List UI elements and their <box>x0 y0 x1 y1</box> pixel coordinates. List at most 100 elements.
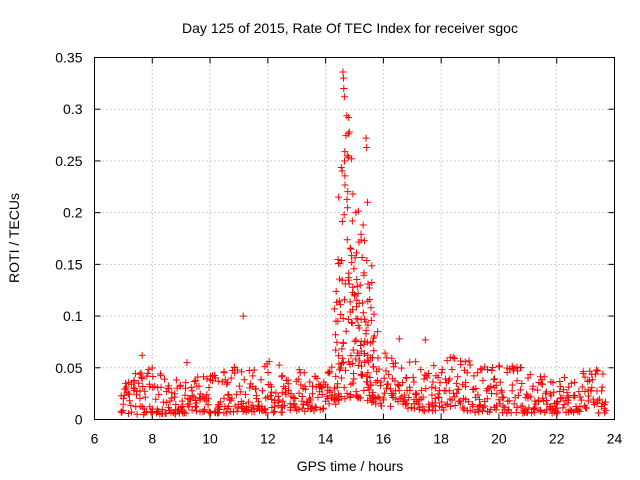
data-point <box>128 408 136 416</box>
data-point <box>334 317 342 325</box>
data-point <box>550 388 558 396</box>
data-point <box>347 252 355 260</box>
data-point <box>556 387 564 395</box>
data-point <box>349 190 357 198</box>
data-point <box>363 338 371 346</box>
data-point <box>399 379 407 387</box>
data-point <box>278 373 286 381</box>
data-point <box>368 398 376 406</box>
data-point <box>193 399 201 407</box>
data-point <box>366 374 374 382</box>
data-point <box>141 393 149 401</box>
data-point <box>462 379 470 387</box>
data-point <box>542 388 550 396</box>
data-point <box>278 372 286 380</box>
data-points <box>117 68 610 419</box>
data-point <box>341 157 349 165</box>
data-point <box>584 386 592 394</box>
data-point <box>350 265 358 273</box>
data-point <box>216 405 224 413</box>
data-point <box>348 155 356 163</box>
data-point <box>309 382 317 390</box>
data-point <box>131 370 139 378</box>
data-point <box>343 236 351 244</box>
data-point <box>479 403 487 411</box>
data-point <box>505 397 513 405</box>
data-point <box>143 372 151 380</box>
data-point <box>330 305 338 313</box>
data-point <box>598 383 606 391</box>
data-point <box>326 387 334 395</box>
data-point <box>308 390 316 398</box>
data-point <box>294 375 302 383</box>
data-point <box>338 374 346 382</box>
data-point <box>338 218 346 226</box>
data-point <box>443 357 451 365</box>
data-point <box>523 390 531 398</box>
data-point <box>137 369 145 377</box>
data-point <box>225 391 233 399</box>
data-point <box>252 392 260 400</box>
data-point <box>363 256 371 264</box>
data-point <box>518 380 526 388</box>
data-point <box>369 363 377 371</box>
data-point <box>495 363 503 371</box>
data-point <box>367 304 375 312</box>
data-point <box>481 398 489 406</box>
data-point <box>484 365 492 373</box>
data-point <box>402 373 410 381</box>
data-point <box>357 342 365 350</box>
data-point <box>419 403 427 411</box>
data-point <box>463 369 471 377</box>
data-point <box>347 352 355 360</box>
data-point <box>351 337 359 345</box>
data-point <box>161 375 169 383</box>
data-point <box>451 393 459 401</box>
data-point <box>530 408 538 416</box>
x-tick-label: 24 <box>607 431 623 447</box>
data-point <box>454 385 462 393</box>
data-point <box>267 383 275 391</box>
data-point <box>490 375 498 383</box>
data-point <box>359 221 367 229</box>
x-tick-labels: 6 8 10 12 14 16 18 20 22 24 <box>91 431 623 447</box>
data-point <box>152 395 160 403</box>
data-point <box>287 392 295 400</box>
data-point <box>122 379 130 387</box>
data-point <box>338 167 346 175</box>
data-point <box>446 375 454 383</box>
data-point <box>499 394 507 402</box>
data-point <box>434 374 442 382</box>
data-point <box>595 409 603 417</box>
data-point <box>342 132 350 140</box>
data-point <box>374 328 382 336</box>
data-point <box>359 309 367 317</box>
data-point <box>171 393 179 401</box>
data-point <box>556 383 564 391</box>
data-point <box>512 408 520 416</box>
data-point <box>497 386 505 394</box>
data-point <box>349 306 357 314</box>
data-point <box>313 374 321 382</box>
data-point <box>360 387 368 395</box>
data-point <box>274 392 282 400</box>
data-point <box>148 364 156 372</box>
data-point <box>335 297 343 305</box>
data-point <box>425 370 433 378</box>
data-point <box>135 379 143 387</box>
data-point <box>154 408 162 416</box>
data-point <box>356 281 364 289</box>
data-point <box>362 378 370 386</box>
data-point <box>360 350 368 358</box>
data-point <box>361 315 369 323</box>
data-point <box>364 280 372 288</box>
data-point <box>345 113 353 121</box>
data-point <box>353 275 361 283</box>
data-point <box>390 363 398 371</box>
data-point <box>534 396 542 404</box>
data-point <box>172 376 180 384</box>
data-point <box>554 408 562 416</box>
data-point <box>417 386 425 394</box>
data-point <box>364 396 372 404</box>
data-point <box>357 362 365 370</box>
